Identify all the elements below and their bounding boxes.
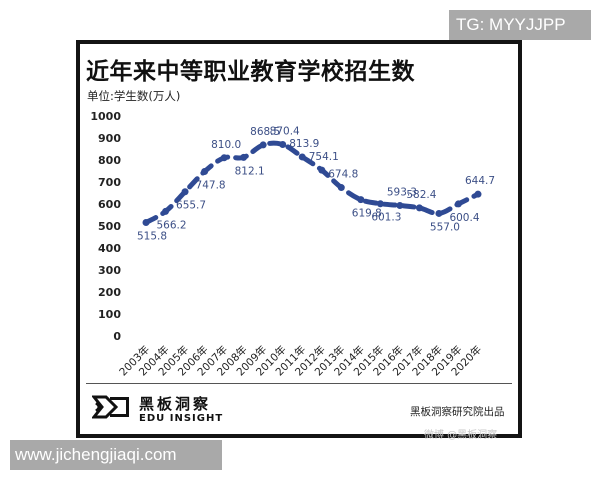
y-tick-label: 900 [98,132,121,145]
data-label: 655.7 [176,200,206,212]
data-point [415,204,423,212]
data-point [162,207,170,215]
data-point [220,154,228,162]
chart-unit-label: 单位:学生数(万人) [87,89,181,103]
data-label: 582.4 [406,189,436,201]
data-point [298,153,306,161]
data-point [318,166,326,174]
y-tick-label: 0 [113,330,121,343]
producer-credit: 黑板洞察研究院出品 [410,406,505,418]
data-point [474,190,482,198]
site-watermark: www.jichengjiaqi.com [10,440,222,470]
data-label: 557.0 [430,221,460,233]
y-tick-label: 100 [98,308,121,321]
data-point [259,141,267,149]
y-tick-label: 1000 [90,110,121,123]
data-label: 515.8 [137,231,167,243]
footer-divider [86,383,512,384]
brand-name-cn: 黑板洞察 [139,395,212,413]
data-label: 813.9 [289,138,319,150]
data-label: 566.2 [156,219,186,231]
chart-title: 近年来中等职业教育学校招生数 [86,59,415,85]
y-tick-label: 300 [98,264,121,277]
y-tick-label: 700 [98,176,121,189]
y-tick-label: 200 [98,286,121,299]
data-label: 754.1 [309,151,339,163]
data-point [240,153,248,161]
chart-frame [76,40,522,438]
data-point [181,188,189,196]
data-label: 601.3 [371,212,401,224]
y-tick-label: 500 [98,220,121,233]
data-label: 747.8 [196,179,226,191]
data-point [279,141,287,149]
data-point [201,167,209,175]
brand-name-en: EDU INSIGHT [139,413,224,424]
data-point [337,184,345,192]
data-label: 810.0 [211,139,241,151]
y-tick-label: 600 [98,198,121,211]
data-point [454,200,462,208]
tg-watermark: TG: MYYJJPP [449,10,591,40]
y-tick-label: 800 [98,154,121,167]
edu-insight-logo-icon [92,395,129,419]
data-label: 593.3 [387,186,417,198]
data-point [357,196,365,204]
data-point [396,201,404,209]
data-label: 674.8 [328,169,358,181]
y-tick-label: 400 [98,242,121,255]
data-label: 644.7 [465,175,495,187]
data-label: 812.1 [235,165,265,177]
data-point [142,219,150,227]
data-point [435,209,443,217]
data-point [376,200,384,208]
data-label: 600.4 [449,212,479,224]
data-label: 619.8 [352,208,382,220]
data-label: 868.5 [250,126,280,138]
weibo-watermark: 微博 @黑板洞察 [424,430,498,441]
data-label: 870.4 [270,126,300,138]
